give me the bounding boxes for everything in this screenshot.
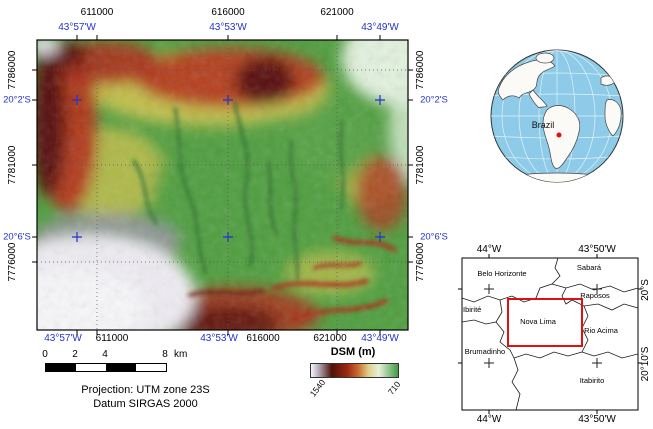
study-site-dot: [556, 132, 562, 138]
datum-line: Datum SIRGAS 2000: [93, 398, 198, 411]
globe-country-label: Brazil: [532, 120, 555, 130]
projection-note: Projection: UTM zone 23S Datum SIRGAS 20…: [58, 383, 233, 411]
municipality-label: Itabirito: [580, 376, 605, 385]
scale-bar: 0 2 4 8 km: [42, 349, 193, 375]
scale-tick-label: 4: [102, 349, 108, 360]
longitude-label: 43°49'W: [361, 333, 399, 344]
longitude-label: 43°57'W: [58, 22, 96, 33]
scale-tick-label: 0: [42, 349, 48, 360]
utm-easting-label: 621000: [313, 333, 347, 344]
longitude-label: 43°57'W: [44, 333, 82, 344]
municipality-label: Sabará: [577, 263, 602, 272]
municipality-label: Belo Horizonte: [477, 269, 526, 278]
study-area-rectangle: [507, 298, 583, 347]
utm-northing-label: 7781000: [415, 145, 426, 185]
utm-northing-label: 7781000: [7, 145, 18, 185]
frame-ticks: [32, 35, 413, 335]
utm-northing-label: 7786000: [7, 50, 18, 90]
utm-northing-label: 7776000: [415, 242, 426, 282]
location-inset-map: Belo Horizonte Sabará Raposos Ibirité No…: [458, 254, 642, 414]
utm-northing-label: 7776000: [7, 242, 18, 282]
municipality-labels: Belo Horizonte Sabará Raposos Ibirité No…: [463, 263, 619, 385]
dsm-terrain: [37, 40, 408, 330]
inset-frame: [461, 257, 639, 411]
utm-easting-label: 616000: [246, 333, 280, 344]
inset-longitude-label: 44°W: [476, 244, 502, 255]
dsm-colorbar: [310, 363, 399, 378]
inset-longitude-label: 43°50'W: [578, 414, 616, 425]
dsm-map: [32, 35, 413, 335]
inset-latitude-label: 20°10'S: [640, 346, 651, 382]
inset-frame-ticks: [458, 254, 642, 414]
scale-tick-label: 8: [162, 349, 168, 360]
scale-bar-graphic: [45, 363, 167, 372]
municipality-label: Ibirité: [463, 305, 481, 314]
latitude-label: 20°6'S: [420, 231, 448, 243]
utm-northing-label: 7786000: [415, 50, 426, 90]
utm-easting-label: 621000: [320, 7, 354, 18]
latitude-label: 20°6'S: [3, 231, 31, 243]
longitude-label: 43°53'W: [200, 333, 238, 344]
inset-longitude-label: 44°W: [476, 414, 502, 425]
scale-tick-label: 2: [72, 349, 78, 360]
utm-easting-label: 616000: [211, 7, 245, 18]
inset-longitude-label: 43°50'W: [578, 244, 616, 255]
utm-grid-lines: [37, 40, 408, 330]
municipality-label: Raposos: [580, 291, 610, 300]
scale-unit-label: km: [174, 349, 188, 360]
longitude-label: 43°49'W: [361, 22, 399, 33]
inset-latitude-label: 20°S: [640, 279, 651, 301]
utm-easting-label: 611000: [80, 7, 114, 18]
latitude-label: 20°2'S: [3, 94, 31, 106]
globe-inset: Brazil: [490, 49, 624, 183]
projection-line: Projection: UTM zone 23S: [81, 384, 210, 396]
legend-title: DSM (m): [330, 346, 376, 358]
inset-cross-marks: [484, 284, 602, 368]
utm-easting-label: 611000: [95, 333, 129, 344]
latitude-label: 20°2'S: [420, 94, 448, 106]
longitude-label: 43°53'W: [209, 22, 247, 33]
map-frame: [36, 39, 409, 331]
municipality-label: Brumadinho: [465, 347, 505, 356]
municipality-label: Rio Acima: [584, 326, 619, 335]
legend-min-value: 710: [385, 379, 403, 397]
graticule-cross-marks: [72, 95, 385, 242]
legend-max-value: 1540: [307, 377, 328, 399]
municipality-label: Nova Lima: [520, 317, 557, 326]
